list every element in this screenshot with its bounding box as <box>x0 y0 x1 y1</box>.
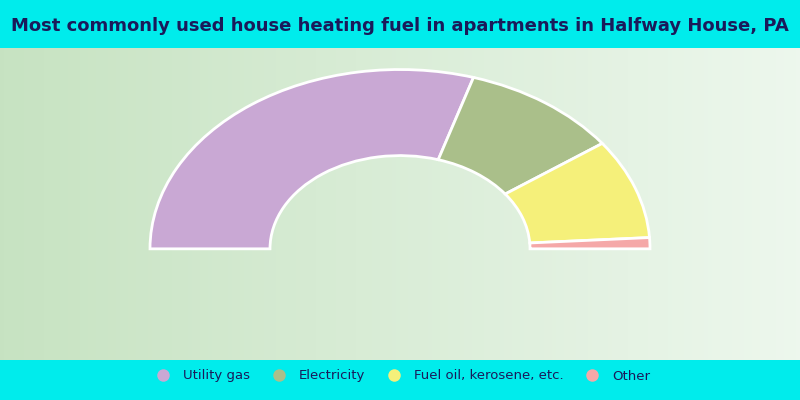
Legend: Utility gas, Electricity, Fuel oil, kerosene, etc., Other: Utility gas, Electricity, Fuel oil, kero… <box>150 370 650 382</box>
Wedge shape <box>438 78 602 194</box>
Wedge shape <box>150 70 474 249</box>
Wedge shape <box>530 238 650 249</box>
Wedge shape <box>505 144 650 243</box>
Text: Most commonly used house heating fuel in apartments in Halfway House, PA: Most commonly used house heating fuel in… <box>11 17 789 35</box>
